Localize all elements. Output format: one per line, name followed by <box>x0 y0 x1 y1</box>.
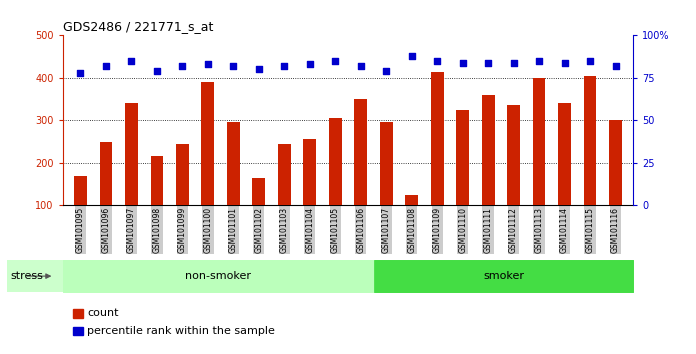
Point <box>406 53 418 59</box>
Bar <box>125 103 138 205</box>
Bar <box>176 144 189 205</box>
Point <box>177 63 188 69</box>
Text: smoker: smoker <box>483 271 524 281</box>
Bar <box>482 95 494 205</box>
Text: percentile rank within the sample: percentile rank within the sample <box>87 326 275 336</box>
Bar <box>354 99 367 205</box>
Bar <box>507 105 520 205</box>
Point <box>355 63 366 69</box>
Point <box>585 58 596 64</box>
Point <box>304 62 315 67</box>
Point <box>381 68 392 74</box>
Point <box>228 63 239 69</box>
Bar <box>150 156 164 205</box>
Bar <box>278 144 291 205</box>
Bar <box>202 82 214 205</box>
Point <box>126 58 137 64</box>
Point <box>534 58 545 64</box>
Point <box>203 62 214 67</box>
Bar <box>253 178 265 205</box>
Bar <box>380 122 393 205</box>
Bar <box>609 120 622 205</box>
Point <box>482 60 493 65</box>
Bar <box>431 72 443 205</box>
Point <box>253 67 264 72</box>
Point <box>330 58 341 64</box>
Text: GDS2486 / 221771_s_at: GDS2486 / 221771_s_at <box>63 20 213 33</box>
Bar <box>584 76 596 205</box>
Text: count: count <box>87 308 118 318</box>
Bar <box>100 142 112 205</box>
Bar <box>74 176 87 205</box>
Bar <box>457 110 469 205</box>
Bar <box>532 78 546 205</box>
Point <box>75 70 86 76</box>
Point <box>151 68 162 74</box>
Text: non-smoker: non-smoker <box>185 271 251 281</box>
Point <box>559 60 570 65</box>
Bar <box>227 122 239 205</box>
Point <box>508 60 519 65</box>
Bar <box>303 139 316 205</box>
Bar <box>329 118 342 205</box>
Bar <box>558 103 571 205</box>
Point <box>457 60 468 65</box>
Point <box>100 63 111 69</box>
Bar <box>405 195 418 205</box>
Point <box>610 63 621 69</box>
Point <box>278 63 290 69</box>
Text: stress: stress <box>10 271 43 281</box>
Point <box>432 58 443 64</box>
